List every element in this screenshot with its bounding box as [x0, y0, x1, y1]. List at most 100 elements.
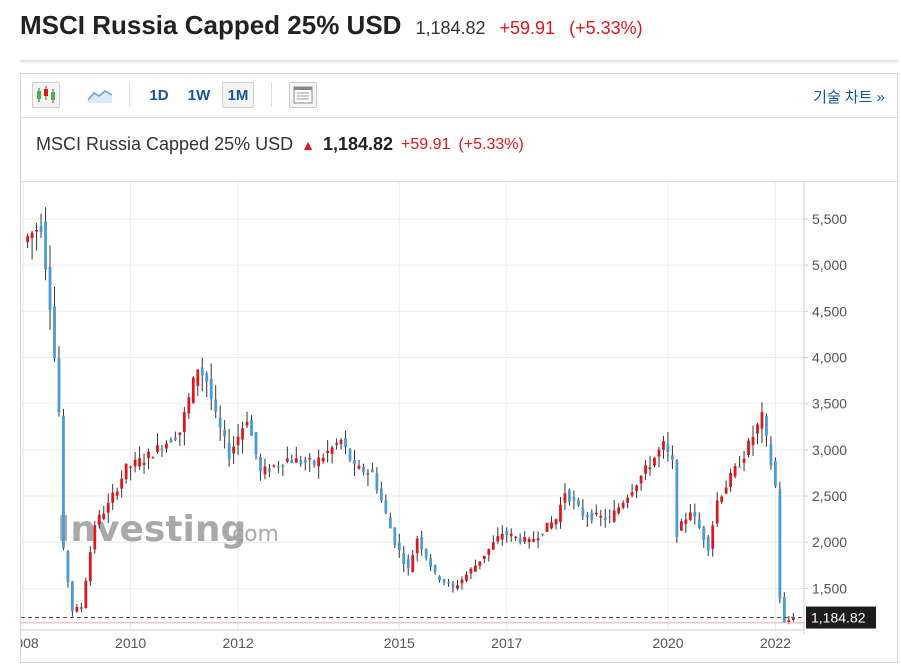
x-tick-label: 2015: [384, 635, 415, 651]
candle-body: [518, 538, 522, 543]
candle-body: [702, 527, 706, 541]
last-price: 1,184.82: [415, 18, 486, 38]
candle-body: [693, 512, 697, 517]
candle-body: [465, 574, 468, 581]
candle-body: [330, 447, 334, 454]
candle-body: [165, 443, 168, 449]
x-tick-label: 2022: [760, 635, 791, 651]
candlestick-chart-button[interactable]: [32, 82, 60, 108]
x-tick-label: 2017: [491, 635, 522, 651]
candle-body: [321, 457, 325, 462]
candle-body: [568, 490, 571, 502]
candle-body: [317, 457, 321, 467]
candle-body: [156, 444, 159, 452]
candle-body: [782, 596, 786, 623]
candle-body: [608, 516, 612, 518]
candle-body: [469, 568, 473, 574]
chart-title-bar: MSCI Russia Capped 25% USD ▲ 1,184.82 +5…: [36, 134, 524, 155]
candle-body: [35, 229, 38, 232]
candle-body: [71, 581, 74, 612]
candle-body: [174, 437, 177, 440]
candle-body: [572, 497, 576, 501]
candle-body: [93, 525, 97, 550]
chart-last-price: 1,184.82: [322, 134, 394, 154]
candle-body: [88, 552, 92, 582]
candle-body: [599, 515, 603, 518]
chart-panel: 1D 1W 1M 기술 차트 » MSCI Russia Capped 25% …: [20, 73, 898, 663]
candle-body: [787, 620, 791, 623]
chart-toolbar: 1D 1W 1M 기술 차트 »: [21, 74, 897, 118]
candle-body: [711, 525, 715, 549]
candle-body: [769, 444, 773, 466]
y-tick-label: 5,000: [812, 257, 847, 273]
candle-body: [688, 512, 692, 520]
investing-watermark: Investing: [57, 509, 246, 550]
layout-icon: [293, 86, 313, 104]
candle-body: [447, 582, 450, 584]
candle-body: [617, 507, 621, 514]
candle-body: [626, 497, 630, 503]
candle-body: [594, 512, 598, 515]
x-tick-label: 2010: [115, 635, 146, 651]
candle-body: [66, 551, 70, 583]
candle-body: [48, 266, 52, 310]
candle-body: [357, 465, 361, 469]
candle-body: [751, 437, 755, 446]
candle-body: [120, 478, 124, 489]
candle-body: [420, 537, 424, 550]
x-tick-label: 2008: [21, 635, 39, 651]
area-chart-button[interactable]: [85, 82, 115, 108]
candle-body: [308, 458, 312, 460]
candle-body: [715, 500, 719, 524]
candlestick-chart: Investing.com 1,500 2,000 2,500 3,000 3,500 4,…: [21, 182, 876, 651]
candle-body: [371, 469, 374, 472]
candle-body: [456, 585, 459, 589]
candle-body: [111, 492, 115, 503]
last-price-tag-label: 1,184.82: [811, 610, 866, 626]
candle-body: [232, 446, 235, 454]
candle-body: [706, 536, 710, 551]
candle-body: [379, 488, 383, 501]
candle-body: [290, 459, 294, 463]
candle-body: [339, 439, 343, 445]
x-tick-label: 2020: [652, 635, 683, 651]
candle-body: [433, 565, 437, 572]
candle-body: [666, 444, 670, 452]
area-chart-icon: [87, 90, 113, 103]
y-tick-label: 4,000: [812, 350, 847, 366]
candle-body: [671, 455, 674, 460]
candle-body: [630, 492, 634, 496]
candle-body: [724, 487, 728, 494]
candle-body: [729, 473, 733, 488]
timeframe-1d-button[interactable]: 1D: [149, 86, 169, 104]
timeframe-1w-button[interactable]: 1W: [187, 86, 211, 104]
timeframe-1m-button[interactable]: 1M: [222, 82, 254, 108]
candle-body: [603, 517, 607, 521]
candle-body: [254, 432, 258, 455]
candle-body: [326, 450, 330, 453]
layout-button[interactable]: [289, 82, 317, 108]
candle-body: [353, 459, 356, 464]
candle-body: [742, 458, 746, 463]
candle-body: [621, 502, 625, 508]
technical-chart-link[interactable]: 기술 차트 »: [813, 89, 885, 106]
candle-body: [303, 459, 307, 463]
candle-body: [478, 561, 482, 566]
candle-body: [653, 457, 656, 466]
candle-body: [57, 358, 61, 413]
candle-body: [75, 606, 79, 612]
candle-body: [241, 428, 244, 440]
candle-body: [160, 448, 164, 451]
candle-body: [138, 458, 141, 467]
candle-body: [505, 531, 509, 536]
candle-body: [684, 519, 688, 524]
candle-body: [178, 432, 182, 436]
candle-body: [151, 457, 155, 459]
candle-body: [53, 306, 56, 359]
candle-body: [236, 436, 240, 446]
candle-body: [662, 441, 665, 450]
candle-body: [250, 420, 253, 436]
candle-body: [294, 458, 298, 463]
candle-body: [393, 527, 397, 546]
candle-body: [209, 379, 213, 400]
